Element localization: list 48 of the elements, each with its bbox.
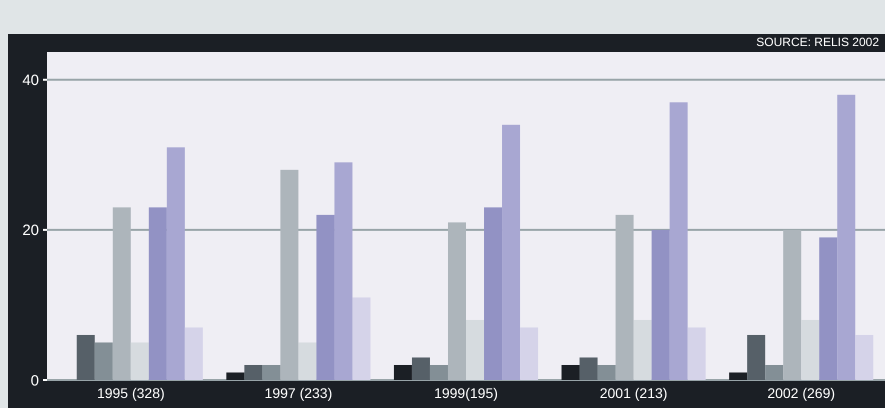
- y-tick-label: 20: [22, 222, 39, 240]
- bar: [334, 162, 352, 380]
- bar: [765, 364, 784, 380]
- bar: [262, 364, 280, 380]
- y-tick-label: 0: [30, 372, 39, 390]
- bar: [112, 207, 131, 380]
- bar: [562, 364, 580, 380]
- bar: [352, 297, 370, 380]
- x-tick-label: 1997 (233): [264, 385, 332, 401]
- bar: [801, 320, 820, 380]
- bar: [670, 102, 688, 380]
- bar: [76, 334, 95, 380]
- bar: [466, 320, 484, 380]
- x-tick-label: 2001 (213): [600, 385, 668, 401]
- bar: [226, 372, 244, 380]
- bar: [729, 372, 748, 380]
- bar: [166, 147, 185, 380]
- bar: [837, 94, 856, 380]
- x-tick-label: 1999(195): [434, 385, 498, 401]
- bar: [448, 222, 466, 380]
- bar: [130, 342, 149, 380]
- bar: [430, 364, 448, 380]
- bar: [598, 364, 616, 380]
- bar: [616, 214, 634, 380]
- bar: [502, 124, 520, 380]
- bar: [580, 357, 598, 380]
- bar: [484, 207, 502, 380]
- bar: [244, 364, 262, 380]
- source-note: SOURCE: RELIS 2002: [756, 35, 880, 49]
- bar: [652, 230, 670, 380]
- bar: [184, 327, 203, 380]
- bar: [520, 327, 538, 380]
- bar: [688, 327, 706, 380]
- y-tick-label: 40: [22, 72, 39, 90]
- bar: [855, 334, 874, 380]
- bar: [412, 357, 430, 380]
- bar: [148, 207, 167, 380]
- bar: [634, 320, 652, 380]
- bar: [316, 214, 334, 380]
- bar: [394, 364, 412, 380]
- bar: [298, 342, 316, 380]
- bar: [94, 342, 113, 380]
- bar: [280, 170, 298, 380]
- bar: [819, 237, 838, 380]
- x-tick-label: 1995 (328): [96, 385, 165, 401]
- x-tick-label: 2002 (269): [767, 385, 836, 401]
- bar: [783, 230, 802, 380]
- bar: [747, 334, 766, 380]
